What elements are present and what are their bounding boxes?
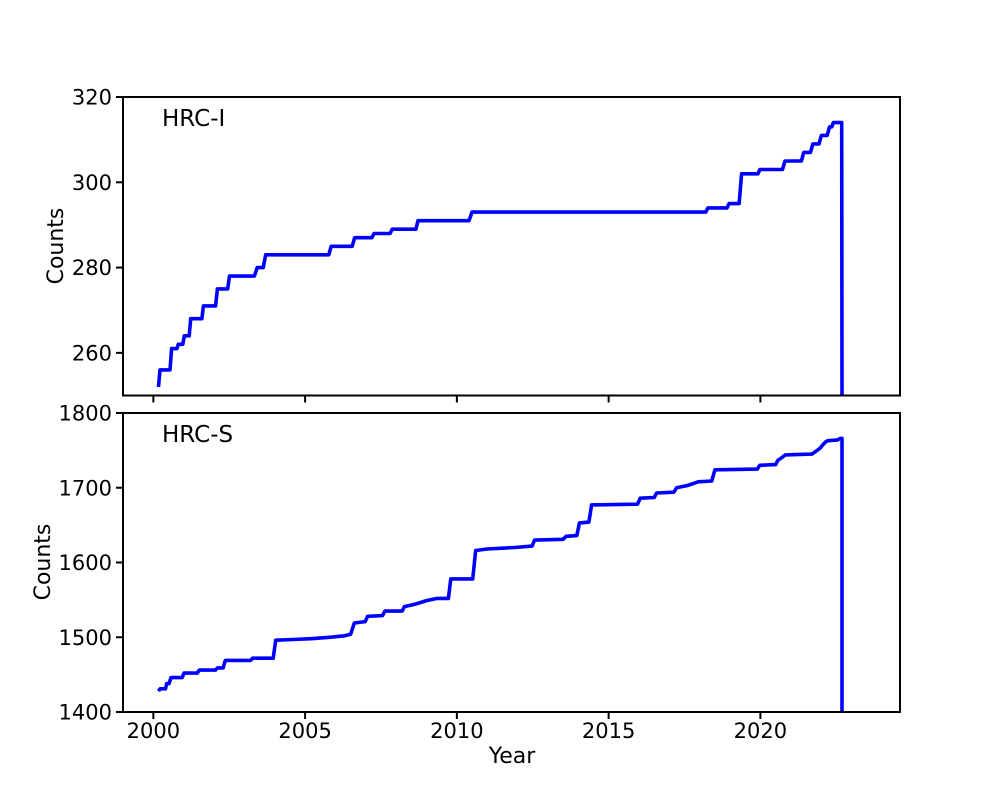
ylabel-bottom: Counts (31, 524, 56, 601)
x-tick-label: 2010 (430, 719, 483, 743)
subplot-top: 260 280 300 320 (72, 86, 901, 403)
subplot-bottom: 1400 1500 1600 1700 1800 2000 2005 2010 2015 2020 (59, 402, 901, 743)
ylabel-top: Counts (44, 208, 69, 285)
subplot-bottom-annotation: HRC-S (162, 422, 233, 448)
x-tick-label: 2005 (278, 719, 331, 743)
y-tick-label: 280 (72, 256, 112, 280)
y-tick-label: 1800 (59, 402, 112, 426)
x-tick-label: 2000 (127, 719, 180, 743)
y-tick-label: 1400 (59, 701, 112, 725)
data-line-hrc-i (156, 120, 844, 396)
y-tick-label: 260 (72, 341, 112, 365)
y-tick-label: 300 (72, 171, 112, 195)
y-tick-label: 1500 (59, 626, 112, 650)
x-tick-label: 2020 (734, 719, 787, 743)
y-tick-label: 320 (72, 86, 112, 110)
y-tick-label: 1600 (59, 551, 112, 575)
subplot-top-annotation: HRC-I (162, 106, 225, 132)
y-tick-label: 1700 (59, 476, 112, 500)
axes-frame (122, 96, 901, 397)
x-tick-label: 2015 (582, 719, 635, 743)
data-line-hrc-s (156, 436, 844, 712)
xlabel: Year (488, 744, 537, 769)
